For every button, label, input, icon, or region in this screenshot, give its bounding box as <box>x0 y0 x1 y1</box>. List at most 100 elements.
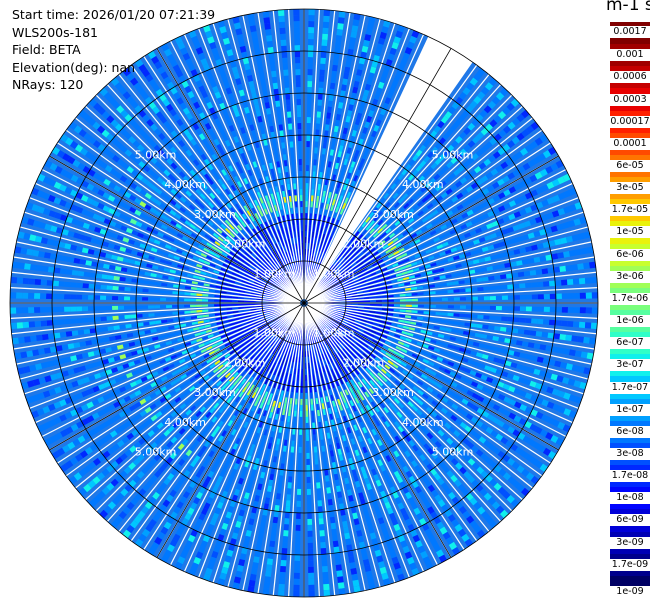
ppi-range-gate <box>357 328 364 332</box>
ppi-range-gate <box>326 487 332 494</box>
ppi-range-gate <box>379 320 386 324</box>
ppi-range-gate <box>345 276 352 281</box>
ppi-range-gate <box>220 299 227 302</box>
ppi-range-gate <box>342 202 347 210</box>
ppi-range-gate <box>16 307 23 314</box>
ppi-range-gate <box>32 349 40 357</box>
ppi-range-gate <box>453 255 460 261</box>
ppi-range-gate <box>475 372 483 379</box>
ppi-range-gate <box>384 397 391 405</box>
ppi-range-gate <box>155 378 163 385</box>
ppi-range-gate <box>561 320 568 327</box>
ppi-range-gate <box>498 393 506 401</box>
ppi-range-gate <box>282 445 287 452</box>
ppi-range-gate <box>318 245 322 252</box>
ppi-range-gate <box>388 332 395 336</box>
ppi-range-gate <box>343 440 349 448</box>
ppi-range-gate <box>412 154 419 162</box>
ppi-range-gate <box>494 275 501 280</box>
ppi-range-gate <box>315 135 319 142</box>
ppi-range-gate <box>413 334 420 339</box>
ppi-range-gate <box>400 239 407 245</box>
ppi-range-gate <box>484 235 492 241</box>
ppi-range-gate <box>453 313 460 317</box>
ppi-range-gate <box>406 188 413 196</box>
ppi-range-gate <box>411 30 420 39</box>
ppi-range-gate <box>124 420 133 428</box>
ppi-range-gate <box>394 421 401 428</box>
ppi-range-gate <box>315 398 319 405</box>
ppi-range-gate <box>226 296 233 299</box>
ppi-range-gate <box>49 162 58 171</box>
ppi-range-gate <box>368 236 375 242</box>
ppi-range-gate <box>424 479 432 488</box>
ppi-range-gate <box>497 218 505 225</box>
ppi-range-gate <box>585 292 592 299</box>
ppi-range-gate <box>411 429 419 437</box>
ppi-range-gate <box>368 388 375 395</box>
ppi-range-gate <box>240 399 246 406</box>
ppi-range-gate <box>316 244 319 251</box>
ppi-range-gate <box>315 336 319 343</box>
ppi-range-gate <box>442 132 450 141</box>
ppi-range-gate <box>144 192 152 200</box>
ppi-range-gate <box>422 556 431 565</box>
ppi-range-gate <box>362 446 368 454</box>
ppi-range-gate <box>34 307 41 313</box>
ppi-range-gate <box>203 283 210 287</box>
ppi-range-gate <box>571 264 578 271</box>
ppi-range-gate <box>154 400 162 407</box>
ppi-range-gate <box>319 63 326 70</box>
ppi-range-gate <box>269 347 274 353</box>
ppi-range-gate <box>388 460 395 468</box>
ppi-range-gate <box>441 165 449 173</box>
ppi-range-gate <box>282 542 288 549</box>
ppi-range-gate <box>124 215 132 223</box>
ppi-range-gate <box>155 487 164 495</box>
ppi-range-gate <box>521 129 530 138</box>
ppi-range-gate <box>249 424 255 431</box>
ppi-range-gate <box>529 330 537 336</box>
ppi-range-gate <box>283 403 287 410</box>
ppi-range-gate <box>527 367 535 374</box>
ppi-range-gate <box>295 530 301 537</box>
ppi-range-gate <box>307 518 313 525</box>
ppi-range-gate <box>426 406 433 414</box>
ppi-range-gate <box>481 188 490 196</box>
ppi-range-gate <box>211 343 218 348</box>
ppi-range-gate <box>129 206 137 214</box>
ppi-range-gate <box>513 283 520 289</box>
ppi-range-gate <box>309 380 312 387</box>
ppi-range-gate <box>573 307 580 314</box>
ppi-range-gate <box>338 343 344 349</box>
ppi-range-gate <box>266 282 273 287</box>
ppi-range-gate <box>525 306 532 312</box>
ppi-range-gate <box>192 345 200 351</box>
ppi-range-gate <box>333 406 338 413</box>
ppi-range-gate <box>115 456 124 465</box>
ppi-range-gate <box>104 433 113 441</box>
ppi-range-gate <box>437 499 446 508</box>
ppi-range-gate <box>364 391 370 398</box>
ppi-range-gate <box>78 487 87 497</box>
ppi-range-gate <box>463 330 470 336</box>
ppi-range-gate <box>448 541 457 551</box>
ppi-range-gate <box>424 417 432 425</box>
ppi-range-gate <box>128 239 135 245</box>
ppi-range-gate <box>178 304 185 308</box>
ppi-range-gate <box>367 437 373 445</box>
ppi-range-gate <box>466 515 475 524</box>
ppi-range-gate <box>193 382 201 389</box>
ppi-range-gate <box>59 414 67 422</box>
ppi-range-gate <box>445 536 454 545</box>
ppi-range-gate <box>459 288 466 293</box>
ppi-range-gate <box>331 400 336 407</box>
ppi-range-gate <box>386 187 393 195</box>
ppi-range-gate <box>332 340 338 347</box>
ppi-range-gate <box>374 419 381 427</box>
ppi-range-gate <box>456 215 464 222</box>
ppi-range-gate <box>233 488 240 496</box>
ppi-range-gate <box>353 323 360 327</box>
ppi-range-gate <box>240 472 246 479</box>
ppi-range-gate <box>329 350 334 356</box>
